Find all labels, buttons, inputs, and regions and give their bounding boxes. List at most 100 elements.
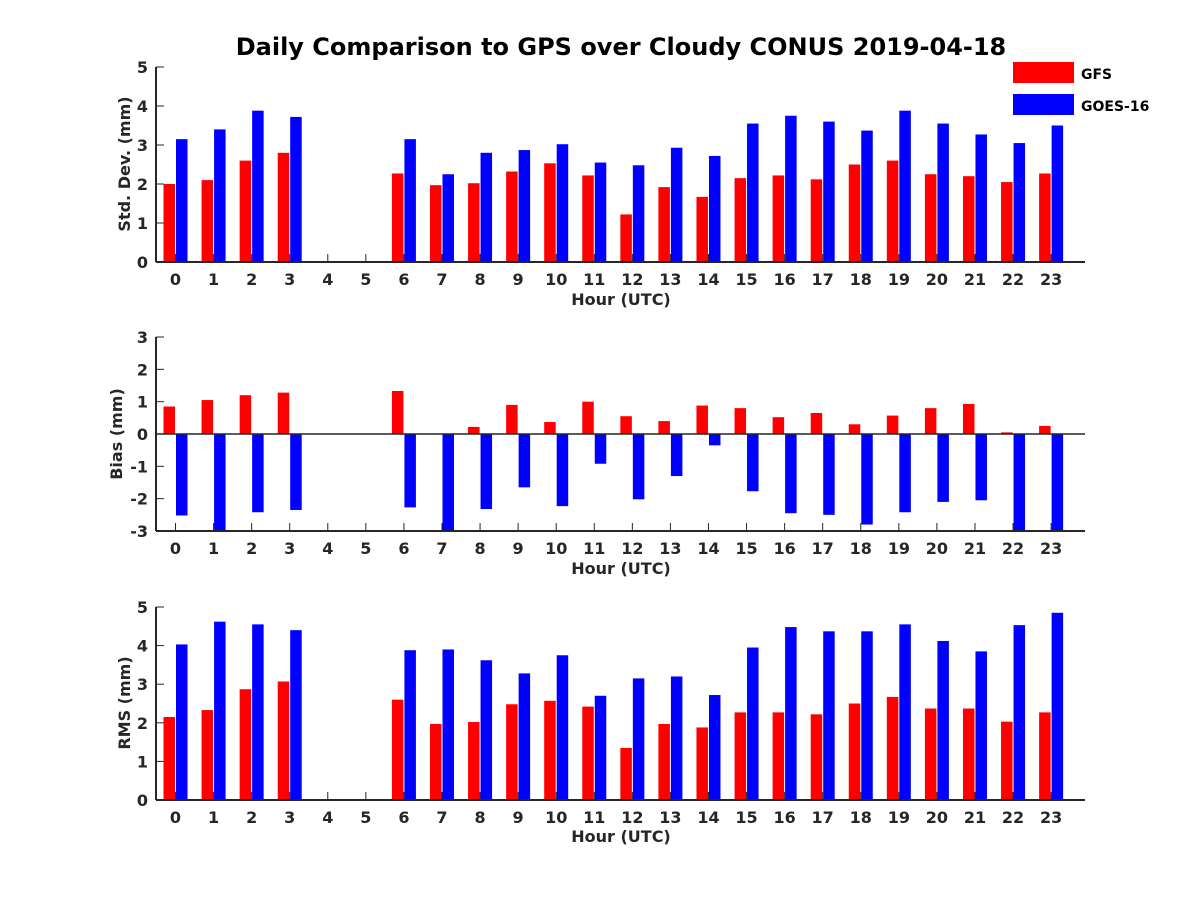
bias-bar-goes16-13	[670, 434, 683, 477]
bias-bar-gfs-14	[696, 405, 708, 434]
rms-xtick-label: 2	[246, 808, 257, 827]
rms-bar-goes16-15	[747, 647, 759, 800]
std-dev-ytick-label: 1	[137, 214, 148, 233]
rms-bar-goes16-17	[823, 631, 835, 800]
bias-ytick-label: -2	[130, 490, 148, 509]
rms-bar-gfs-0	[163, 717, 175, 800]
std-dev-bar-goes16-23	[1051, 125, 1064, 262]
std-dev-xtick-label: 2	[246, 270, 257, 289]
std-dev-bar-goes16-20	[937, 123, 949, 262]
rms-xtick-label: 5	[360, 808, 371, 827]
bias-xtick-label: 21	[964, 539, 986, 558]
std-dev-xtick-label: 12	[621, 270, 643, 289]
bias-bar-goes16-21	[975, 434, 987, 501]
bias-bar-goes16-15	[747, 434, 759, 492]
rms-bar-gfs-23	[1039, 712, 1051, 800]
rms-ylabel: RMS (mm)	[115, 656, 134, 749]
rms-xtick-label: 22	[1002, 808, 1024, 827]
std-dev-bar-goes16-11	[594, 162, 607, 262]
rms-bar-gfs-22	[1001, 721, 1013, 800]
std-dev-xtick-label: 5	[360, 270, 371, 289]
std-dev-ytick-label: 3	[137, 136, 148, 155]
bias-bar-goes16-17	[823, 434, 835, 515]
legend-label-gfs: GFS	[1081, 67, 1112, 83]
rms-xtick-label: 15	[735, 808, 757, 827]
rms-bar-goes16-6	[404, 650, 416, 800]
rms-ytick-label: 5	[137, 598, 148, 617]
bias-xtick-label: 11	[583, 539, 605, 558]
bias-xtick-label: 10	[545, 539, 567, 558]
rms-bar-gfs-18	[848, 703, 861, 800]
rms-bar-gfs-14	[696, 727, 708, 800]
bias-bar-goes16-22	[1013, 434, 1026, 531]
bias-bar-gfs-18	[848, 424, 861, 434]
bias-ytick-label: 1	[137, 393, 148, 412]
std-dev-xtick-label: 6	[398, 270, 409, 289]
rms-xtick-label: 12	[621, 808, 643, 827]
bias-bar-gfs-20	[924, 408, 937, 434]
std-dev-xtick-label: 1	[208, 270, 219, 289]
std-dev-bar-gfs-6	[391, 173, 404, 262]
bias-ytick-label: -3	[130, 522, 148, 541]
std-dev-ytick-label: 5	[137, 58, 148, 77]
std-dev-xtick-label: 20	[926, 270, 948, 289]
rms-bar-gfs-1	[201, 710, 214, 800]
rms-bar-goes16-20	[937, 640, 949, 800]
bias-bar-gfs-2	[239, 395, 252, 434]
rms-xtick-label: 4	[322, 808, 333, 827]
std-dev-bar-gfs-19	[886, 160, 899, 262]
std-dev-xtick-label: 13	[659, 270, 681, 289]
bias-bar-goes16-1	[214, 434, 226, 531]
rms-xtick-label: 0	[170, 808, 181, 827]
rms-xtick-label: 18	[850, 808, 872, 827]
std-dev-bar-gfs-15	[734, 178, 747, 262]
bias-xtick-label: 16	[773, 539, 795, 558]
std-dev-bar-gfs-14	[696, 196, 708, 262]
bias-bar-goes16-0	[176, 434, 188, 516]
rms-bar-goes16-18	[861, 631, 873, 800]
rms-bar-goes16-22	[1013, 625, 1026, 800]
bias-bar-goes16-3	[290, 434, 302, 510]
rms-bar-goes16-1	[214, 621, 226, 800]
std-dev-bar-goes16-9	[518, 150, 531, 262]
std-dev-bar-goes16-19	[899, 110, 911, 263]
std-dev-bar-gfs-10	[544, 163, 556, 262]
std-dev-xtick-label: 22	[1002, 270, 1024, 289]
rms-bar-goes16-13	[670, 676, 683, 800]
rms-bar-goes16-12	[632, 678, 645, 800]
std-dev-xtick-label: 4	[322, 270, 333, 289]
std-dev-bar-gfs-11	[582, 175, 594, 262]
rms-bar-goes16-23	[1051, 612, 1064, 800]
rms-bar-gfs-13	[658, 723, 670, 800]
bias-bar-gfs-17	[810, 412, 823, 434]
bias-bar-gfs-11	[582, 401, 594, 434]
std-dev-bar-gfs-8	[468, 183, 480, 262]
rms-bar-gfs-10	[544, 700, 556, 800]
std-dev-bar-goes16-1	[214, 129, 226, 262]
rms-bar-goes16-19	[899, 624, 911, 800]
rms-bar-gfs-16	[772, 712, 785, 800]
rms-bar-gfs-6	[391, 699, 404, 800]
rms-bar-goes16-14	[708, 695, 721, 800]
rms-xtick-label: 20	[926, 808, 948, 827]
std-dev-bar-goes16-18	[861, 130, 873, 262]
std-dev-bar-goes16-0	[176, 139, 188, 262]
legend: GFS GOES-16	[1013, 62, 1149, 115]
std-dev-bar-gfs-0	[163, 184, 175, 262]
rms-bar-goes16-3	[290, 630, 302, 800]
rms-xtick-label: 13	[659, 808, 681, 827]
bias-xtick-label: 5	[360, 539, 371, 558]
rms-bar-gfs-3	[277, 681, 290, 800]
bias-bar-gfs-21	[962, 403, 975, 434]
rms-bar-goes16-9	[518, 673, 531, 800]
bias-xtick-label: 20	[926, 539, 948, 558]
std-dev-bar-gfs-17	[810, 179, 823, 262]
std-dev-bar-gfs-18	[848, 164, 861, 262]
bias-bar-gfs-16	[772, 417, 785, 434]
rms-bar-goes16-7	[442, 649, 454, 800]
rms-xlabel: Hour (UTC)	[571, 827, 671, 846]
bias-bar-goes16-16	[785, 434, 797, 514]
bias-bar-goes16-10	[556, 434, 569, 507]
std-dev-xtick-label: 3	[284, 270, 295, 289]
